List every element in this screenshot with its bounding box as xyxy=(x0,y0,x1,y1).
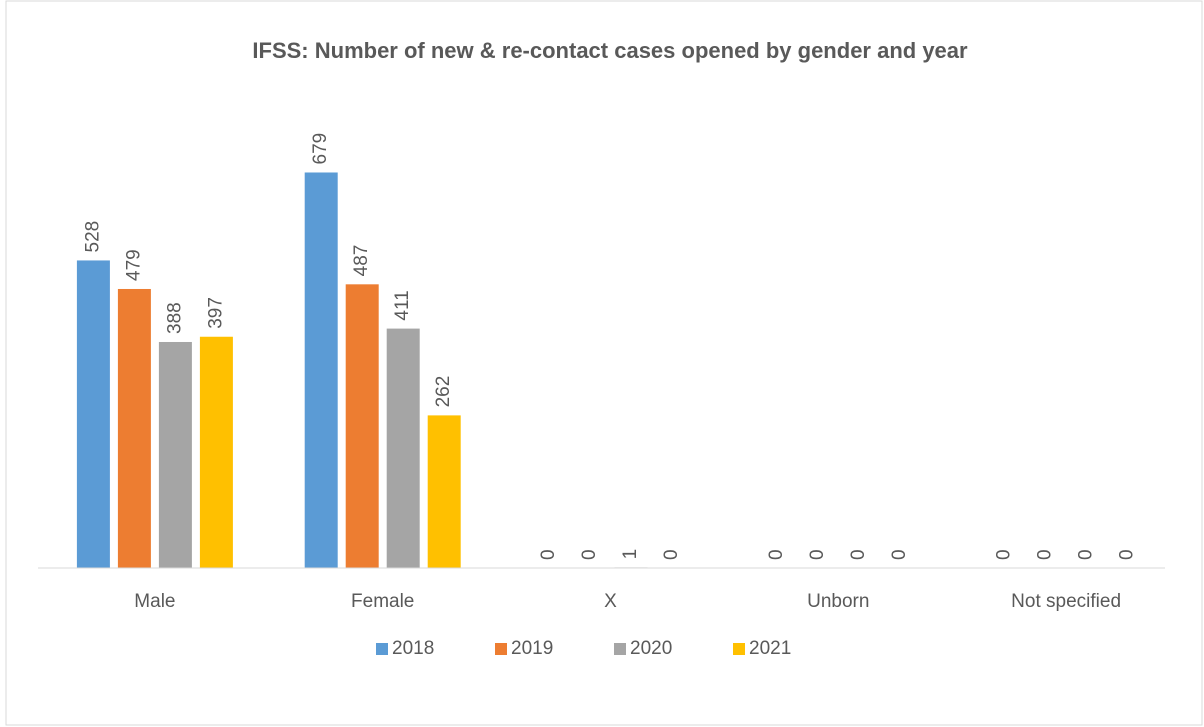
data-label: 0 xyxy=(848,549,869,560)
x-tick-label: Not specified xyxy=(1011,591,1121,612)
data-label: 0 xyxy=(538,549,559,560)
data-label: 262 xyxy=(433,376,454,408)
chart-title: IFSS: Number of new & re-contact cases o… xyxy=(252,38,968,63)
legend-label: 2019 xyxy=(511,638,553,659)
legend-label: 2021 xyxy=(749,638,791,659)
data-label: 0 xyxy=(766,549,787,560)
bar xyxy=(117,288,151,568)
x-tick-label: Female xyxy=(351,591,414,612)
data-label: 397 xyxy=(205,297,226,329)
data-label: 0 xyxy=(994,549,1015,560)
data-label: 0 xyxy=(661,549,682,560)
data-label: 487 xyxy=(351,245,372,277)
bar xyxy=(427,415,461,568)
data-label: 0 xyxy=(807,549,828,560)
x-tick-label: Unborn xyxy=(807,591,869,612)
data-label: 0 xyxy=(1117,549,1138,560)
data-label: 0 xyxy=(1035,549,1056,560)
legend-swatch xyxy=(495,643,507,655)
data-label: 679 xyxy=(310,133,331,165)
bar xyxy=(345,284,379,568)
data-label: 1 xyxy=(620,549,641,560)
x-tick-label: Male xyxy=(134,591,175,612)
bar xyxy=(158,341,192,568)
data-label: 388 xyxy=(164,302,185,334)
data-label: 528 xyxy=(82,221,103,253)
bar xyxy=(76,260,110,568)
bar xyxy=(386,328,420,568)
data-label: 411 xyxy=(392,290,413,320)
legend-label: 2020 xyxy=(630,638,672,659)
data-label: 0 xyxy=(889,549,910,560)
bar xyxy=(199,336,233,568)
bar xyxy=(304,172,338,569)
data-label: 0 xyxy=(579,549,600,560)
legend-swatch xyxy=(376,643,388,655)
legend-label: 2018 xyxy=(392,638,434,659)
legend-swatch xyxy=(733,643,745,655)
legend-swatch xyxy=(614,643,626,655)
x-tick-label: X xyxy=(604,591,617,612)
data-label: 479 xyxy=(123,249,144,281)
data-label: 0 xyxy=(1076,549,1097,560)
